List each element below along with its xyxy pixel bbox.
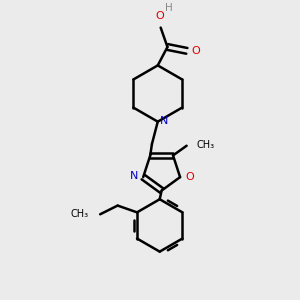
Text: N: N: [130, 171, 139, 181]
Text: N: N: [159, 116, 168, 126]
Text: H: H: [165, 3, 172, 13]
Text: CH₃: CH₃: [70, 209, 88, 219]
Text: O: O: [191, 46, 200, 56]
Text: O: O: [185, 172, 194, 182]
Text: CH₃: CH₃: [196, 140, 214, 150]
Text: O: O: [155, 11, 164, 21]
